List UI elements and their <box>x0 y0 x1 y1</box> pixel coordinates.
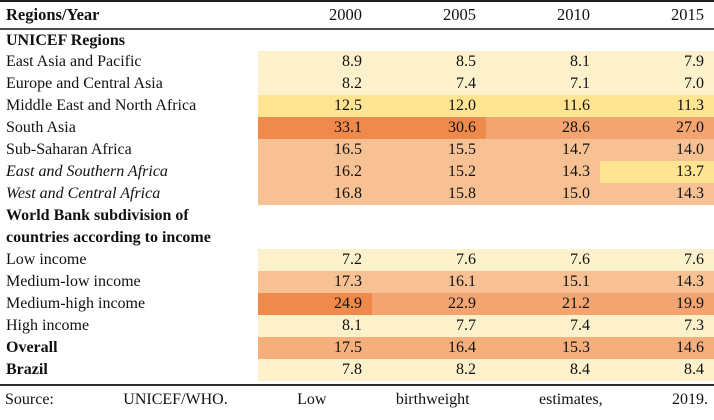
data-row: Europe and Central Asia 8.2 7.4 7.1 7.0 <box>0 73 714 95</box>
value-cell: 15.8 <box>372 183 486 205</box>
value-cell: 14.3 <box>486 161 600 183</box>
value-cell: 14.6 <box>600 337 714 359</box>
year-header-2015: 2015 <box>671 5 704 24</box>
table-header-row: Regions/Year 2000 2005 2010 2015 <box>0 0 714 30</box>
value-cell: 16.4 <box>372 337 486 359</box>
value-cell: 7.1 <box>486 73 600 95</box>
row-label: Overall <box>6 339 58 356</box>
row-label: Brazil <box>6 361 48 378</box>
value-cell: 8.4 <box>600 359 714 381</box>
data-row: East and Southern Africa 16.2 15.2 14.3 13.7 <box>0 161 714 183</box>
value-cell: 7.8 <box>258 359 372 381</box>
value-cell: 28.6 <box>486 117 600 139</box>
value-cell: 15.1 <box>486 271 600 293</box>
data-row: Middle East and North Africa 12.5 12.0 11.6… <box>0 95 714 117</box>
data-row: West and Central Africa 16.8 15.8 15.0 14.3 <box>0 183 714 205</box>
row-label: East Asia and Pacific <box>6 53 142 70</box>
row-label: High income <box>6 317 90 334</box>
value-cell: 7.9 <box>600 51 714 73</box>
value-cell: 16.2 <box>258 161 372 183</box>
value-cell: 11.6 <box>486 95 600 117</box>
section-row: World Bank subdivision of countries acco… <box>0 205 714 249</box>
source-word: Low <box>297 390 327 408</box>
source-word: Source: <box>5 390 54 408</box>
data-row: Medium-low income 17.3 16.1 15.1 14.3 <box>0 271 714 293</box>
source-word: estimates, <box>539 390 603 408</box>
row-label: Europe and Central Asia <box>6 75 163 92</box>
row-label: Sub-Saharan Africa <box>6 141 132 158</box>
value-cell: 19.9 <box>600 293 714 315</box>
value-cell: 15.2 <box>372 161 486 183</box>
value-cell: 7.7 <box>372 315 486 337</box>
data-row: Overall 17.5 16.4 15.3 14.6 <box>0 337 714 359</box>
year-header-2000: 2000 <box>329 5 362 24</box>
data-row: Sub-Saharan Africa 16.5 15.5 14.7 14.0 <box>0 139 714 161</box>
value-cell: 14.7 <box>486 139 600 161</box>
row-label: World Bank subdivision of countries acco… <box>6 207 211 246</box>
value-cell: 21.2 <box>486 293 600 315</box>
row-label: UNICEF Regions <box>6 32 125 49</box>
value-cell: 13.7 <box>600 161 714 183</box>
value-cell: 12.0 <box>372 95 486 117</box>
source-word: birthweight <box>395 390 470 408</box>
row-label: Medium-high income <box>6 295 146 312</box>
source-word: 2019. <box>671 390 708 408</box>
value-cell: 27.0 <box>600 117 714 139</box>
value-cell: 8.1 <box>258 315 372 337</box>
row-label: West and Central Africa <box>6 185 161 202</box>
value-cell: 14.0 <box>600 139 714 161</box>
row-label: South Asia <box>6 119 76 136</box>
header-regions-year: Regions/Year <box>6 5 100 24</box>
value-cell: 7.4 <box>372 73 486 95</box>
value-cell: 33.1 <box>258 117 372 139</box>
data-row: Medium-high income 24.9 22.9 21.2 19.9 <box>0 293 714 315</box>
row-label: Low income <box>6 251 87 268</box>
value-cell: 24.9 <box>258 293 372 315</box>
value-cell: 16.8 <box>258 183 372 205</box>
row-label: Medium-low income <box>6 273 141 290</box>
value-cell: 7.6 <box>600 249 714 271</box>
value-cell: 17.3 <box>258 271 372 293</box>
value-cell: 15.5 <box>372 139 486 161</box>
value-cell: 8.2 <box>372 359 486 381</box>
value-cell: 7.3 <box>600 315 714 337</box>
value-cell: 7.4 <box>486 315 600 337</box>
section-row: UNICEF Regions <box>0 30 714 51</box>
source-row: Source: UNICEF/WHO. Low birthweight esti… <box>0 384 714 413</box>
source-word: UNICEF/WHO. <box>123 390 228 408</box>
value-cell: 8.1 <box>486 51 600 73</box>
value-cell: 22.9 <box>372 293 486 315</box>
value-cell: 11.3 <box>600 95 714 117</box>
value-cell: 12.5 <box>258 95 372 117</box>
value-cell: 14.3 <box>600 183 714 205</box>
value-cell: 7.0 <box>600 73 714 95</box>
value-cell: 7.2 <box>258 249 372 271</box>
value-cell: 16.5 <box>258 139 372 161</box>
value-cell: 14.3 <box>600 271 714 293</box>
value-cell: 15.0 <box>486 183 600 205</box>
value-cell: 8.2 <box>258 73 372 95</box>
data-row: Brazil 7.8 8.2 8.4 8.4 <box>0 359 714 381</box>
value-cell: 30.6 <box>372 117 486 139</box>
year-header-2010: 2010 <box>557 5 590 24</box>
value-cell: 17.5 <box>258 337 372 359</box>
value-cell: 7.6 <box>486 249 600 271</box>
row-label: Middle East and North Africa <box>6 97 197 114</box>
year-header-2005: 2005 <box>443 5 476 24</box>
value-cell: 8.5 <box>372 51 486 73</box>
row-label: East and Southern Africa <box>6 163 168 180</box>
data-row: South Asia 33.1 30.6 28.6 27.0 <box>0 117 714 139</box>
value-cell: 8.4 <box>486 359 600 381</box>
value-cell: 16.1 <box>372 271 486 293</box>
data-row: High income 8.1 7.7 7.4 7.3 <box>0 315 714 337</box>
value-cell: 15.3 <box>486 337 600 359</box>
table-body: UNICEF Regions East Asia and Pacific 8.9 8.… <box>0 30 714 381</box>
data-row: Low income 7.2 7.6 7.6 7.6 <box>0 249 714 271</box>
data-row: East Asia and Pacific 8.9 8.5 8.1 7.9 <box>0 51 714 73</box>
value-cell: 8.9 <box>258 51 372 73</box>
value-cell: 7.6 <box>372 249 486 271</box>
